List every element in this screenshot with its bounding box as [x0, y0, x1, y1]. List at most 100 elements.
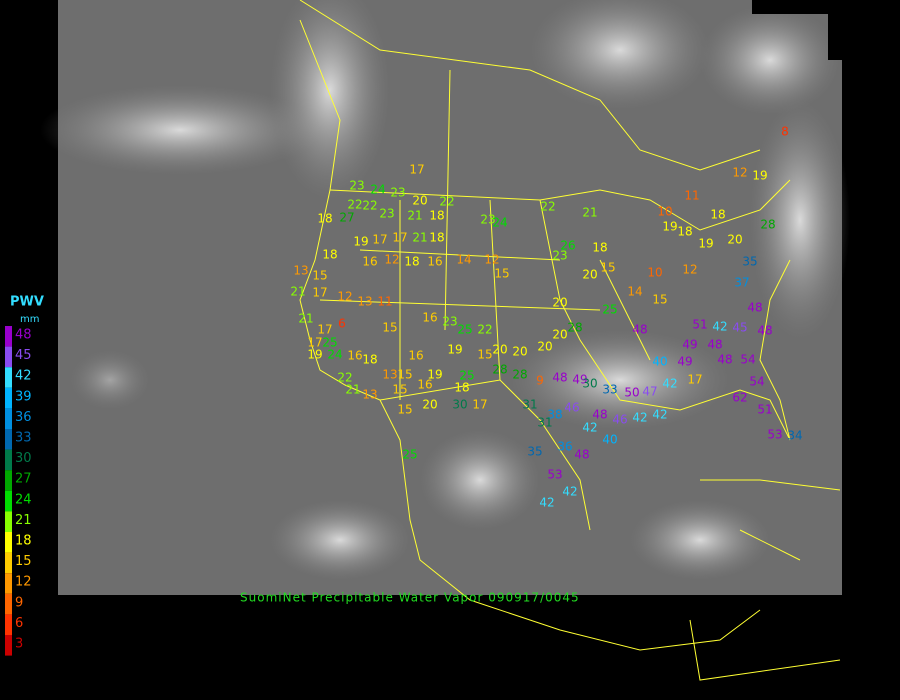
station-value: 48: [632, 323, 647, 337]
legend-swatch: [5, 490, 12, 512]
station-value: 9: [536, 374, 544, 388]
station-value: 18: [317, 212, 332, 226]
station-value: 10: [647, 266, 662, 280]
station-value: 16: [362, 255, 377, 269]
station-value: 16: [427, 255, 442, 269]
legend-swatch: [5, 511, 12, 532]
station-value: 22: [540, 200, 555, 214]
legend-label: 9: [15, 595, 23, 610]
boundaries: [299, 0, 841, 681]
station-value: 14: [627, 285, 642, 299]
station-value: 50: [624, 386, 639, 400]
station-value: 48: [717, 353, 732, 367]
station-value: 53: [767, 428, 782, 442]
legend-swatch: [5, 573, 12, 594]
station-value: 28: [512, 368, 527, 382]
station-value: 42: [562, 485, 577, 499]
station-value: 26: [560, 239, 575, 253]
station-value: 24: [327, 348, 342, 362]
legend-label: 6: [15, 616, 23, 631]
legend-swatch: [5, 614, 12, 635]
station-value: 25: [457, 323, 472, 337]
station-value: 46: [612, 413, 627, 427]
legend-swatch: [5, 470, 12, 491]
station-value: 12: [732, 166, 747, 180]
station-value: 23: [480, 213, 495, 227]
station-value: 21: [582, 206, 597, 220]
legend-swatch: [5, 367, 12, 388]
station-value: 23: [442, 315, 457, 329]
station-value: 33: [602, 383, 617, 397]
station-value: 23: [379, 207, 394, 221]
station-value: 20: [552, 296, 567, 310]
station-value: 54: [749, 375, 764, 389]
station-value: 13: [362, 388, 377, 402]
station-value: 22: [362, 199, 377, 213]
station-value: 16: [417, 378, 432, 392]
legend-swatch: [5, 593, 12, 615]
legend-label: 18: [15, 534, 32, 549]
station-value: 37: [734, 276, 749, 290]
station-value: 12: [682, 263, 697, 277]
station-value: 17: [687, 373, 702, 387]
station-value: 21: [345, 383, 360, 397]
station-value: 48: [552, 371, 567, 385]
legend-label: 27: [15, 472, 32, 487]
station-value: 18: [429, 209, 444, 223]
station-value: 53: [547, 468, 562, 482]
station-value: 47: [642, 385, 657, 399]
station-value: 15: [397, 368, 412, 382]
station-value: 22: [477, 323, 492, 337]
legend-label: 12: [15, 575, 32, 590]
station-value: 42: [632, 411, 647, 425]
station-value: 15: [477, 348, 492, 362]
station-value: 51: [692, 318, 707, 332]
station-value: 13: [382, 368, 397, 382]
station-value: 19: [353, 235, 368, 249]
station-value: 20: [492, 343, 507, 357]
station-value: 19: [752, 169, 767, 183]
station-value: 28: [567, 321, 582, 335]
station-value: 20: [412, 194, 427, 208]
station-value: 31: [522, 398, 537, 412]
legend-label: 33: [15, 431, 32, 446]
station-value: 13: [357, 295, 372, 309]
station-value: 11: [377, 295, 392, 309]
station-value: 34: [787, 429, 802, 443]
station-value: 25: [602, 303, 617, 317]
legend-swatch: [5, 346, 12, 368]
station-value: 42: [652, 408, 667, 422]
station-value: 24: [370, 183, 385, 197]
station-value: 40: [602, 433, 617, 447]
legend-swatch: [5, 387, 12, 409]
caption: SuomiNet Precipitable Water Vapor 090917…: [240, 591, 580, 605]
station-value: 17: [312, 286, 327, 300]
station-value: 21: [298, 312, 313, 326]
station-value: 19: [698, 237, 713, 251]
station-value: 42: [712, 320, 727, 334]
station-value: 28: [492, 363, 507, 377]
station-value: 15: [600, 261, 615, 275]
station-value: 23: [552, 249, 567, 263]
station-value: 12: [337, 290, 352, 304]
station-value: 14: [456, 253, 471, 267]
legend-label: 42: [15, 369, 32, 384]
legend-label: 45: [15, 348, 32, 363]
legend-label: 15: [15, 554, 32, 569]
station-value: 25: [322, 336, 337, 350]
station-value: 42: [582, 421, 597, 435]
station-value: 18: [322, 248, 337, 262]
station-value: 16: [408, 349, 423, 363]
station-value: 36: [557, 440, 572, 454]
station-value: 17: [472, 398, 487, 412]
station-value: 46: [564, 401, 579, 415]
station-value: 19: [662, 220, 677, 234]
station-value: 21: [290, 285, 305, 299]
station-value: 30: [582, 377, 597, 391]
legend-swatch: [5, 532, 12, 553]
legend-label: 3: [15, 637, 23, 652]
station-value: 30: [452, 398, 467, 412]
legend-label: 21: [15, 513, 32, 528]
station-value: 8: [781, 125, 789, 139]
